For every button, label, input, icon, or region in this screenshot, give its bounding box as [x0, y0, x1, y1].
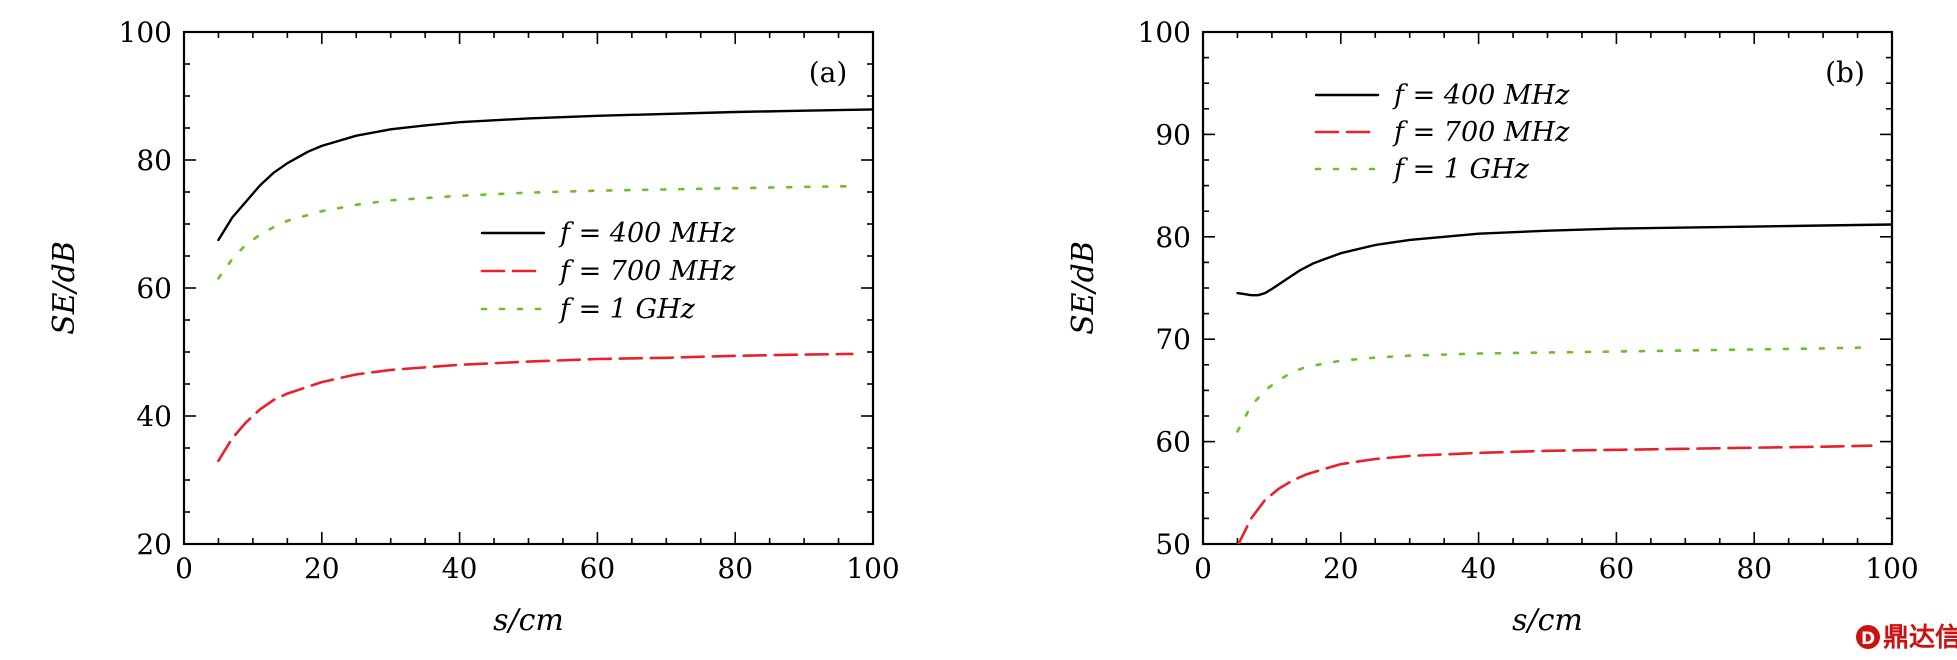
watermark-icon — [1856, 625, 1880, 649]
y-tick-label: 20 — [136, 528, 172, 561]
series-line-2 — [217, 352, 854, 463]
series-line-3 — [1236, 346, 1873, 433]
x-tick-label: 20 — [1323, 552, 1359, 585]
x-axis-label: s/cm — [493, 603, 564, 638]
legend-label-3: f = 1 GHz — [1392, 154, 1530, 185]
y-tick-label: 50 — [1155, 528, 1191, 561]
watermark-icon-glyph: D — [1861, 629, 1875, 649]
x-tick-label: 40 — [1461, 552, 1497, 585]
y-tick-label: 80 — [1155, 221, 1191, 254]
series-line-1 — [217, 108, 873, 242]
legend-label-3: f = 1 GHz — [558, 294, 696, 325]
panel-label: (b) — [1825, 56, 1865, 89]
legend-label-1: f = 400 MHz — [1392, 80, 1570, 111]
y-tick-label: 40 — [136, 400, 172, 433]
legend: f = 400 MHz f = 700 MHz f = 1 GHz — [480, 218, 736, 325]
legend-label-1: f = 400 MHz — [558, 218, 736, 249]
x-tick-label: 20 — [304, 552, 340, 585]
y-tick-label: 100 — [1138, 16, 1191, 49]
x-tick-label: 40 — [442, 552, 478, 585]
panel-label: (a) — [809, 56, 848, 89]
x-tick-label: 0 — [1194, 552, 1212, 585]
y-tick-label: 60 — [1155, 426, 1191, 459]
x-tick-label: 0 — [175, 552, 193, 585]
x-tick-label: 60 — [1599, 552, 1635, 585]
chart-panel-b: 0 20 40 60 80 100 50 60 70 80 90 100 s/cm SE/dB (b) f =… — [1066, 16, 1919, 638]
series-line-2 — [1237, 444, 1873, 544]
series-line-1 — [1236, 223, 1892, 297]
y-tick-label: 90 — [1155, 118, 1191, 151]
x-tick-label: 80 — [717, 552, 753, 585]
x-tick-label: 80 — [1736, 552, 1772, 585]
x-tick-label: 60 — [580, 552, 616, 585]
y-axis-label: SE/dB — [47, 241, 82, 335]
series-line-3 — [217, 184, 854, 280]
y-tick-label: 80 — [136, 144, 172, 177]
y-tick-label: 100 — [119, 16, 172, 49]
x-tick-label: 100 — [846, 552, 899, 585]
watermark-logo: D 鼎达信 — [1856, 623, 1957, 653]
plot-frame — [182, 30, 875, 546]
y-tick-label: 60 — [136, 272, 172, 305]
legend-label-2: f = 700 MHz — [558, 256, 736, 287]
x-axis-label: s/cm — [1512, 603, 1583, 638]
x-tick-label: 100 — [1865, 552, 1918, 585]
legend-label-2: f = 700 MHz — [1392, 117, 1570, 148]
legend: f = 400 MHz f = 700 MHz f = 1 GHz — [1314, 80, 1570, 185]
watermark-text: 鼎达信 — [1883, 623, 1957, 653]
y-tick-label: 70 — [1155, 323, 1191, 356]
y-axis-label: SE/dB — [1066, 241, 1101, 335]
